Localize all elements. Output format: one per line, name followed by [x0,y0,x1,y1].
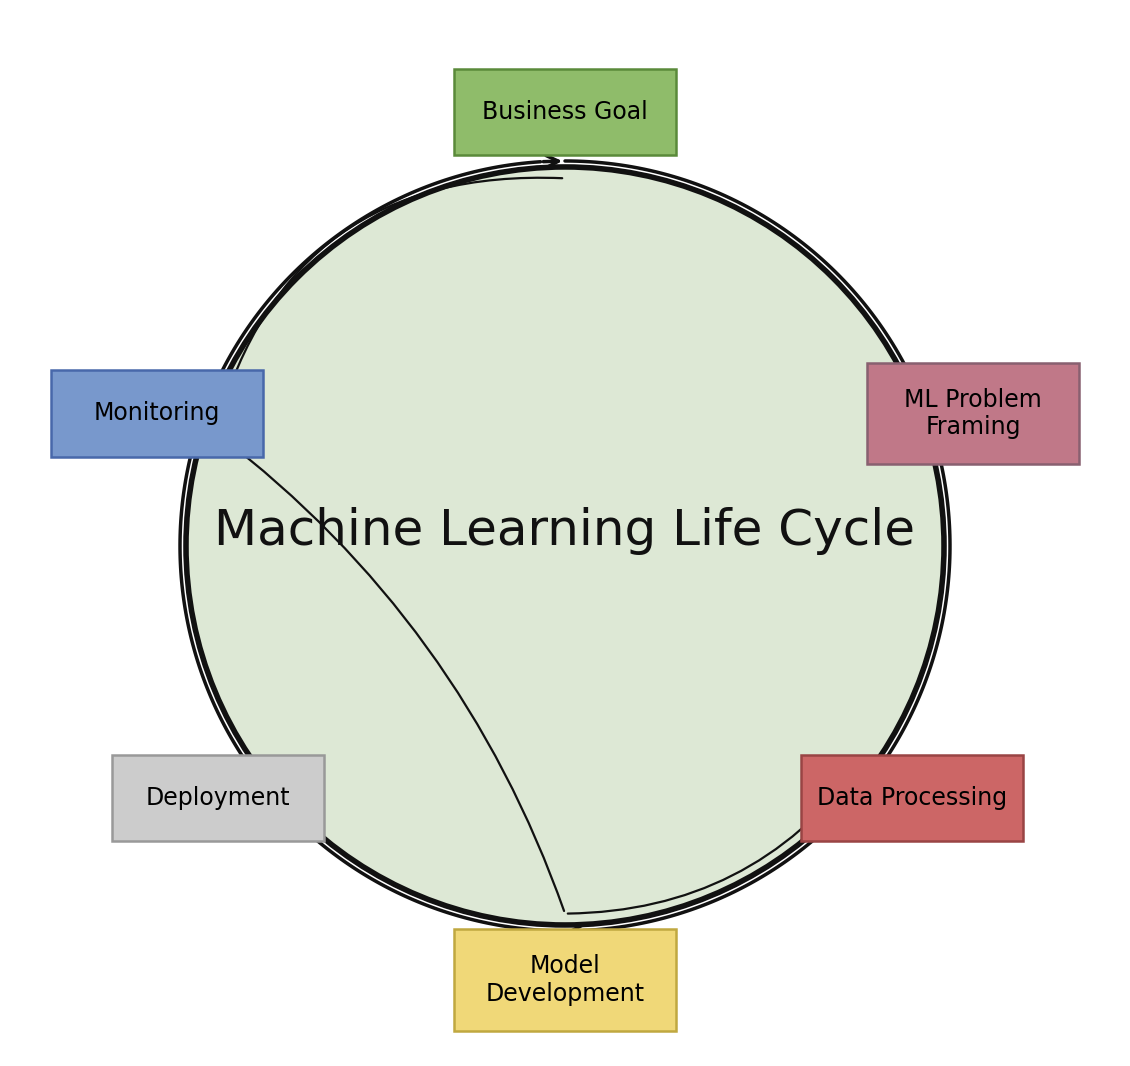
FancyBboxPatch shape [51,370,263,457]
FancyArrowPatch shape [219,436,564,911]
FancyBboxPatch shape [867,362,1079,465]
FancyBboxPatch shape [801,755,1023,841]
FancyArrowPatch shape [567,766,859,914]
FancyArrowPatch shape [215,178,563,427]
Text: Machine Learning Life Cycle: Machine Learning Life Cycle [215,507,915,555]
FancyBboxPatch shape [454,68,676,156]
Circle shape [186,167,944,925]
Text: Monitoring: Monitoring [94,402,220,425]
Text: ML Problem
Framing: ML Problem Framing [904,388,1042,439]
FancyBboxPatch shape [112,755,324,841]
Text: Model
Development: Model Development [486,954,644,1005]
FancyBboxPatch shape [454,928,676,1031]
Text: Deployment: Deployment [146,786,290,810]
Text: Data Processing: Data Processing [817,786,1007,810]
Text: Business Goal: Business Goal [483,100,647,124]
